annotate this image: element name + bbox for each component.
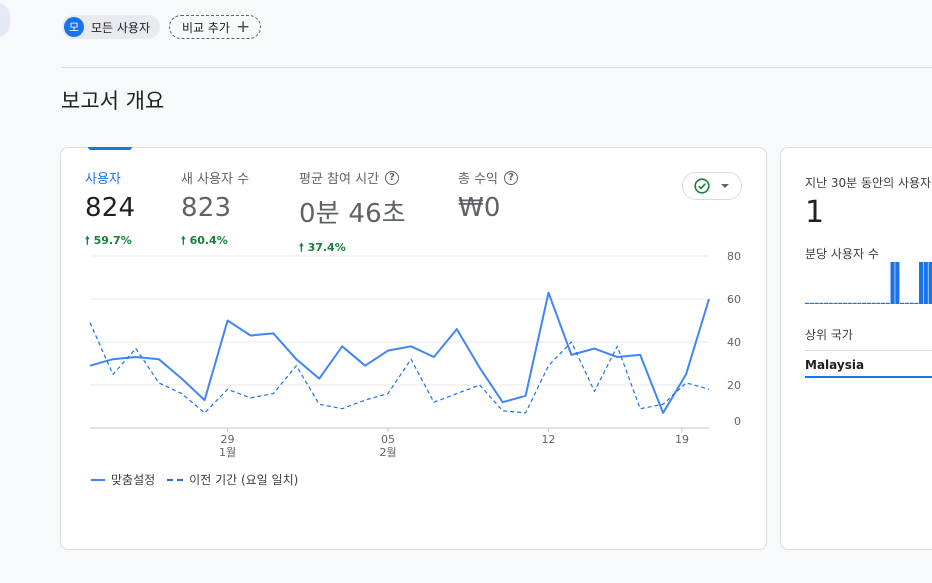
- per-minute-bar: [852, 302, 857, 304]
- check-circle-icon: [694, 178, 710, 194]
- per-minute-bar: [862, 302, 867, 304]
- top-country-label: 상위 국가: [805, 328, 853, 342]
- per-minute-bar: [819, 302, 824, 304]
- top-country-item[interactable]: Malaysia: [805, 358, 865, 372]
- all-users-badge: 모: [64, 17, 84, 37]
- metric-revenue-label: 총 수익: [458, 172, 499, 187]
- x-tick-label: 05: [381, 433, 395, 446]
- all-users-chip[interactable]: 모 모든 사용자: [62, 15, 161, 39]
- overview-card: 사용자 824 🠕 59.7% 새 사용자 수 823 🠕 60.4% 평균 참…: [60, 147, 767, 550]
- metric-revenue[interactable]: 총 수익? ₩0: [458, 168, 519, 223]
- series-line-current: [89, 291, 710, 414]
- metric-new-users-label: 새 사용자 수: [181, 172, 250, 187]
- metric-new-users-value: 823: [181, 193, 232, 223]
- metric-engagement-label: 평균 참여 시간: [299, 172, 380, 187]
- metric-users[interactable]: 사용자 824 🠕 59.7%: [85, 168, 135, 251]
- per-minute-bar: [843, 302, 848, 304]
- per-minute-bar: [876, 302, 881, 304]
- y-tick-label: 40: [727, 336, 741, 349]
- realtime-value: 1: [805, 195, 825, 230]
- caret-down-icon: [721, 184, 729, 188]
- legend-previous: 이전 기간 (요일 일치): [189, 473, 299, 487]
- header-divider: [61, 67, 932, 68]
- per-minute-bar: [900, 302, 905, 304]
- metric-engagement-value: 0분 46초: [299, 199, 406, 229]
- metric-new-users[interactable]: 새 사용자 수 823 🠕 60.4%: [181, 168, 249, 251]
- per-minute-bar: [838, 302, 843, 304]
- top-country-bar: [805, 376, 932, 378]
- all-users-label: 모든 사용자: [91, 20, 151, 35]
- per-minute-bar: [890, 262, 895, 304]
- y-tick-label: 60: [727, 293, 741, 306]
- add-compare-label: 비교 추가: [182, 20, 230, 35]
- metric-engagement-delta: 🠕 37.4%: [299, 241, 346, 254]
- insight-status-button[interactable]: [682, 172, 742, 200]
- x-tick-label: 29: [221, 433, 235, 446]
- per-minute-label: 분당 사용자 수: [805, 247, 879, 261]
- legend-solid-swatch: [91, 478, 105, 481]
- realtime-title: 지난 30분 동안의 사용자: [805, 176, 932, 190]
- metric-engagement[interactable]: 평균 참여 시간? 0분 46초 🠕 37.4%: [299, 168, 406, 258]
- legend-dashed-swatch: [167, 478, 184, 481]
- x-tick-month: 1월: [219, 446, 236, 459]
- metric-engagement-delta-value: 37.4%: [307, 241, 346, 254]
- per-minute-bar-chart: [805, 262, 932, 304]
- nav-edge: [0, 2, 10, 38]
- per-minute-bar: [866, 302, 871, 304]
- metric-users-delta-value: 59.7%: [93, 234, 132, 247]
- per-minute-bar: [871, 302, 876, 304]
- per-minute-bar: [885, 302, 890, 304]
- add-compare-button[interactable]: 비교 추가 +: [169, 15, 262, 39]
- realtime-card: 지난 30분 동안의 사용자 1 분당 사용자 수 상위 국가 Malaysia: [780, 147, 932, 550]
- x-tick-month: 2월: [379, 446, 396, 459]
- metric-users-value: 824: [85, 193, 136, 223]
- help-icon[interactable]: ?: [504, 170, 519, 185]
- metric-users-delta: 🠕 59.7%: [85, 234, 132, 247]
- per-minute-bar: [914, 302, 919, 304]
- per-minute-bar: [833, 302, 838, 304]
- per-minute-bar: [881, 302, 886, 304]
- y-tick-label: 0: [734, 415, 741, 428]
- metric-new-users-delta-value: 60.4%: [189, 234, 228, 247]
- metric-users-label: 사용자: [85, 172, 121, 187]
- active-metric-indicator: [88, 147, 132, 150]
- per-minute-bar: [805, 302, 810, 304]
- help-icon[interactable]: ?: [385, 170, 400, 185]
- top-country-divider: [805, 350, 932, 351]
- chart-legend: 맞춤설정 이전 기간 (요일 일치): [91, 471, 298, 488]
- x-tick-label: 12: [542, 433, 556, 446]
- y-tick-label: 80: [727, 250, 741, 263]
- plus-icon: +: [235, 16, 251, 37]
- legend-current: 맞춤설정: [111, 473, 156, 487]
- page-title: 보고서 개요: [61, 89, 165, 113]
- per-minute-bar: [828, 302, 833, 304]
- per-minute-bar: [928, 262, 932, 304]
- series-line-previous: [89, 322, 710, 414]
- x-tick-label: 19: [675, 433, 689, 446]
- per-minute-bar: [847, 302, 852, 304]
- per-minute-bar: [904, 302, 909, 304]
- metric-new-users-delta: 🠕 60.4%: [181, 234, 228, 247]
- per-minute-bar: [809, 302, 814, 304]
- per-minute-bar: [895, 262, 900, 304]
- per-minute-bar: [824, 302, 829, 304]
- metric-revenue-value: ₩0: [458, 193, 501, 223]
- per-minute-bar: [857, 302, 862, 304]
- y-tick-label: 20: [727, 379, 741, 392]
- per-minute-bar: [919, 262, 924, 304]
- per-minute-bar: [814, 302, 819, 304]
- per-minute-bar: [909, 302, 914, 304]
- per-minute-bar: [923, 262, 928, 304]
